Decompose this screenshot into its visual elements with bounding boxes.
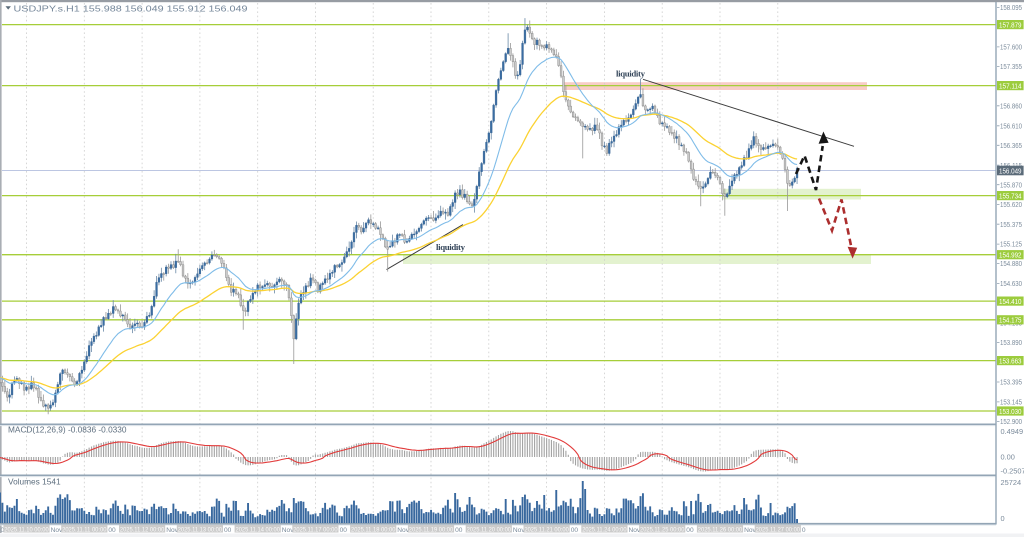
svg-text:00: 00: [455, 527, 463, 534]
svg-text:Nov: Nov: [282, 527, 294, 534]
svg-text:Nov: Nov: [629, 527, 641, 534]
svg-text:Nov: Nov: [397, 527, 409, 534]
svg-text:MACD(12,26,9) -0.0836 -0.0330: MACD(12,26,9) -0.0836 -0.0330: [8, 425, 127, 435]
svg-text:155.870: 155.870: [1000, 180, 1022, 189]
svg-text:153.395: 153.395: [1000, 378, 1022, 387]
svg-text:158.095: 158.095: [1000, 3, 1022, 12]
svg-text:157.600: 157.600: [1000, 43, 1022, 52]
svg-text:155.620: 155.620: [1000, 200, 1022, 209]
svg-text:154.992: 154.992: [999, 251, 1022, 260]
svg-text:2025.11.17 00:00: 2025.11.17 00:00: [293, 526, 338, 533]
svg-text:2025.11.18 00:00: 2025.11.18 00:00: [351, 526, 396, 533]
svg-text:154.175: 154.175: [999, 316, 1022, 325]
svg-text:157.355: 157.355: [1000, 62, 1022, 71]
svg-text:155.125: 155.125: [1000, 240, 1022, 249]
svg-text:Nov: Nov: [744, 527, 756, 534]
svg-text:0: 0: [1, 527, 5, 534]
svg-text:2025.11.21 00:00: 2025.11.21 00:00: [524, 526, 569, 533]
svg-text:2025.11.24 00:00: 2025.11.24 00:00: [582, 526, 627, 533]
svg-text:00: 00: [108, 527, 116, 534]
svg-text:00: 00: [686, 527, 694, 534]
svg-text:0: 0: [802, 527, 806, 534]
svg-text:2025.11.14 00:00: 2025.11.14 00:00: [236, 526, 281, 533]
svg-text:0.00: 0.00: [1001, 453, 1015, 462]
svg-text:USDJPY.s.H1 155.988 156.049 1: USDJPY.s.H1 155.988 156.049 155.912 156.…: [14, 5, 248, 14]
svg-text:153.890: 153.890: [1000, 338, 1022, 347]
svg-text:0.4949: 0.4949: [1001, 427, 1024, 436]
svg-text:2025.11.12 00:00: 2025.11.12 00:00: [120, 526, 165, 533]
svg-text:154.880: 154.880: [1000, 259, 1022, 268]
svg-text:00: 00: [340, 527, 348, 534]
svg-text:155.734: 155.734: [999, 191, 1022, 200]
svg-text:156.610: 156.610: [1000, 121, 1022, 130]
svg-text:2025.11.25 00:00: 2025.11.25 00:00: [640, 526, 685, 533]
svg-text:0: 0: [1001, 514, 1005, 523]
svg-text:2025.11.10 00:00: 2025.11.10 00:00: [4, 526, 49, 533]
svg-text:157.879: 157.879: [999, 20, 1022, 29]
svg-text:157.114: 157.114: [999, 81, 1022, 90]
svg-text:Nov: Nov: [51, 527, 63, 534]
svg-text:156.365: 156.365: [1000, 141, 1022, 150]
svg-text:liquidity: liquidity: [616, 69, 646, 79]
svg-text:Volumes 1541: Volumes 1541: [8, 477, 61, 487]
svg-text:00: 00: [571, 527, 579, 534]
svg-text:liquidity: liquidity: [436, 242, 466, 252]
svg-text:155.375: 155.375: [1000, 220, 1022, 229]
svg-text:25724: 25724: [1001, 478, 1022, 487]
svg-text:2025.11.13 00:00: 2025.11.13 00:00: [178, 526, 223, 533]
svg-text:00: 00: [224, 527, 232, 534]
svg-text:153.030: 153.030: [999, 407, 1022, 416]
svg-text:Nov: Nov: [166, 527, 178, 534]
svg-text:153.663: 153.663: [999, 356, 1022, 365]
svg-text:2025.11.20 00:00: 2025.11.20 00:00: [467, 526, 512, 533]
svg-text:2025.11.26 00:00: 2025.11.26 00:00: [698, 526, 743, 533]
svg-text:156.860: 156.860: [1000, 101, 1022, 110]
svg-text:156.049: 156.049: [999, 166, 1022, 175]
svg-text:153.145: 153.145: [1000, 398, 1022, 407]
svg-text:Nov: Nov: [513, 527, 525, 534]
svg-text:-0.2507: -0.2507: [1001, 467, 1024, 476]
svg-text:2025.11.27 00:00: 2025.11.27 00:00: [756, 526, 801, 533]
svg-text:154.630: 154.630: [1000, 279, 1022, 288]
svg-text:152.900: 152.900: [1000, 417, 1022, 426]
svg-text:154.410: 154.410: [999, 297, 1022, 306]
svg-text:2025.11.19 00:00: 2025.11.19 00:00: [409, 526, 454, 533]
svg-text:2025.11.11 00:00: 2025.11.11 00:00: [62, 526, 107, 533]
svg-text:156.115: 156.115: [1000, 161, 1022, 170]
